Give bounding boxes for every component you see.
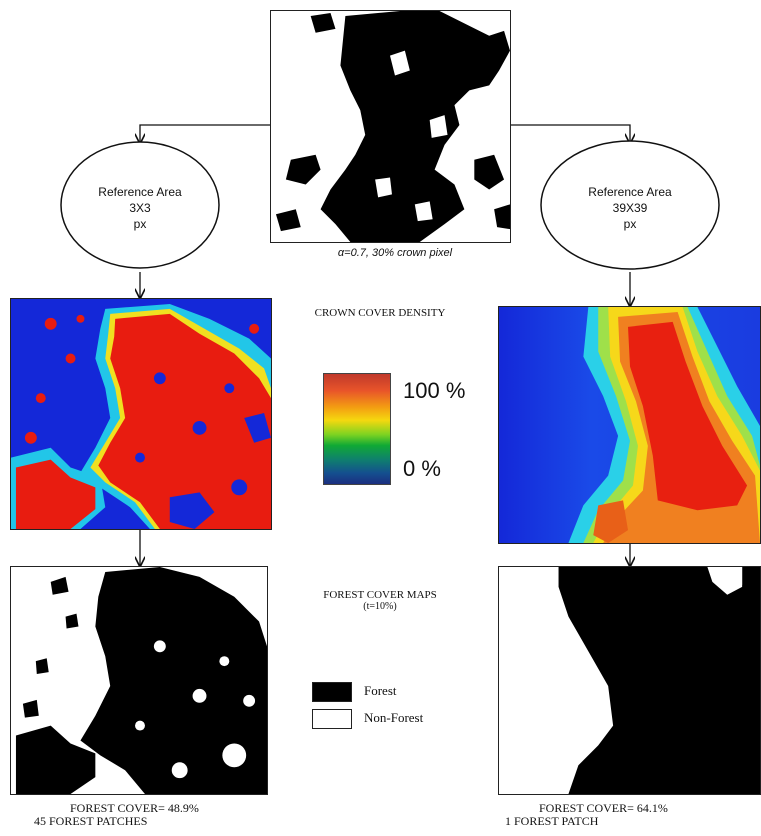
- left-forest-patches: 45 FOREST PATCHES: [34, 814, 148, 828]
- density-min-label: 0 %: [403, 456, 441, 481]
- arrow-source-to-left-ellipse: [140, 124, 270, 143]
- right-reference-area-label: Reference Area 39X39 px: [565, 184, 695, 232]
- density-colorbar: [323, 373, 391, 485]
- right-reference-area-unit: px: [623, 217, 637, 231]
- left-forest-cover: FOREST COVER= 48.9%: [70, 801, 199, 815]
- arrow-source-to-right-ellipse: [511, 124, 630, 143]
- density-legend-title: CROWN COVER DENSITY: [314, 307, 446, 319]
- forest-map-legend-title: FOREST COVER MAPS (t=10%): [295, 589, 465, 612]
- density-max-label: 100 %: [403, 378, 466, 403]
- right-forest-cover: FOREST COVER= 64.1%: [539, 801, 668, 815]
- right-reference-ellipse: [540, 140, 720, 270]
- right-density-map: [498, 306, 761, 544]
- right-reference-area-title: Reference Area: [588, 185, 672, 199]
- right-forest-map: [498, 566, 761, 795]
- right-reference-area-size: 39X39: [612, 201, 648, 215]
- forest-map-threshold: (t=10%): [363, 601, 397, 612]
- left-footer: FOREST COVER= 48.9% 45 FOREST PATCHES: [34, 802, 264, 828]
- nonforest-legend-swatch: [312, 709, 352, 729]
- right-forest-patches: 1 FOREST PATCH: [505, 814, 599, 828]
- forest-legend-label: Forest: [364, 683, 397, 698]
- density-colorbar-gradient: [324, 374, 390, 484]
- source-caption: α=0.7, 30% crown pixel: [337, 247, 453, 259]
- left-reference-ellipse: [60, 141, 220, 269]
- nonforest-legend-label: Non-Forest: [364, 710, 424, 725]
- left-reference-area-label: Reference Area 3X3 px: [75, 184, 205, 232]
- left-reference-area-title: Reference Area: [98, 185, 182, 199]
- source-crown-image: [270, 10, 511, 243]
- right-footer: FOREST COVER= 64.1% 1 FOREST PATCH: [505, 802, 735, 828]
- forest-map-title: FOREST COVER MAPS: [323, 589, 437, 601]
- left-forest-map: [10, 566, 268, 795]
- left-density-map: [10, 298, 272, 530]
- forest-legend-swatch: [312, 682, 352, 702]
- left-reference-area-size: 3X3: [129, 201, 151, 215]
- left-reference-area-unit: px: [133, 217, 147, 231]
